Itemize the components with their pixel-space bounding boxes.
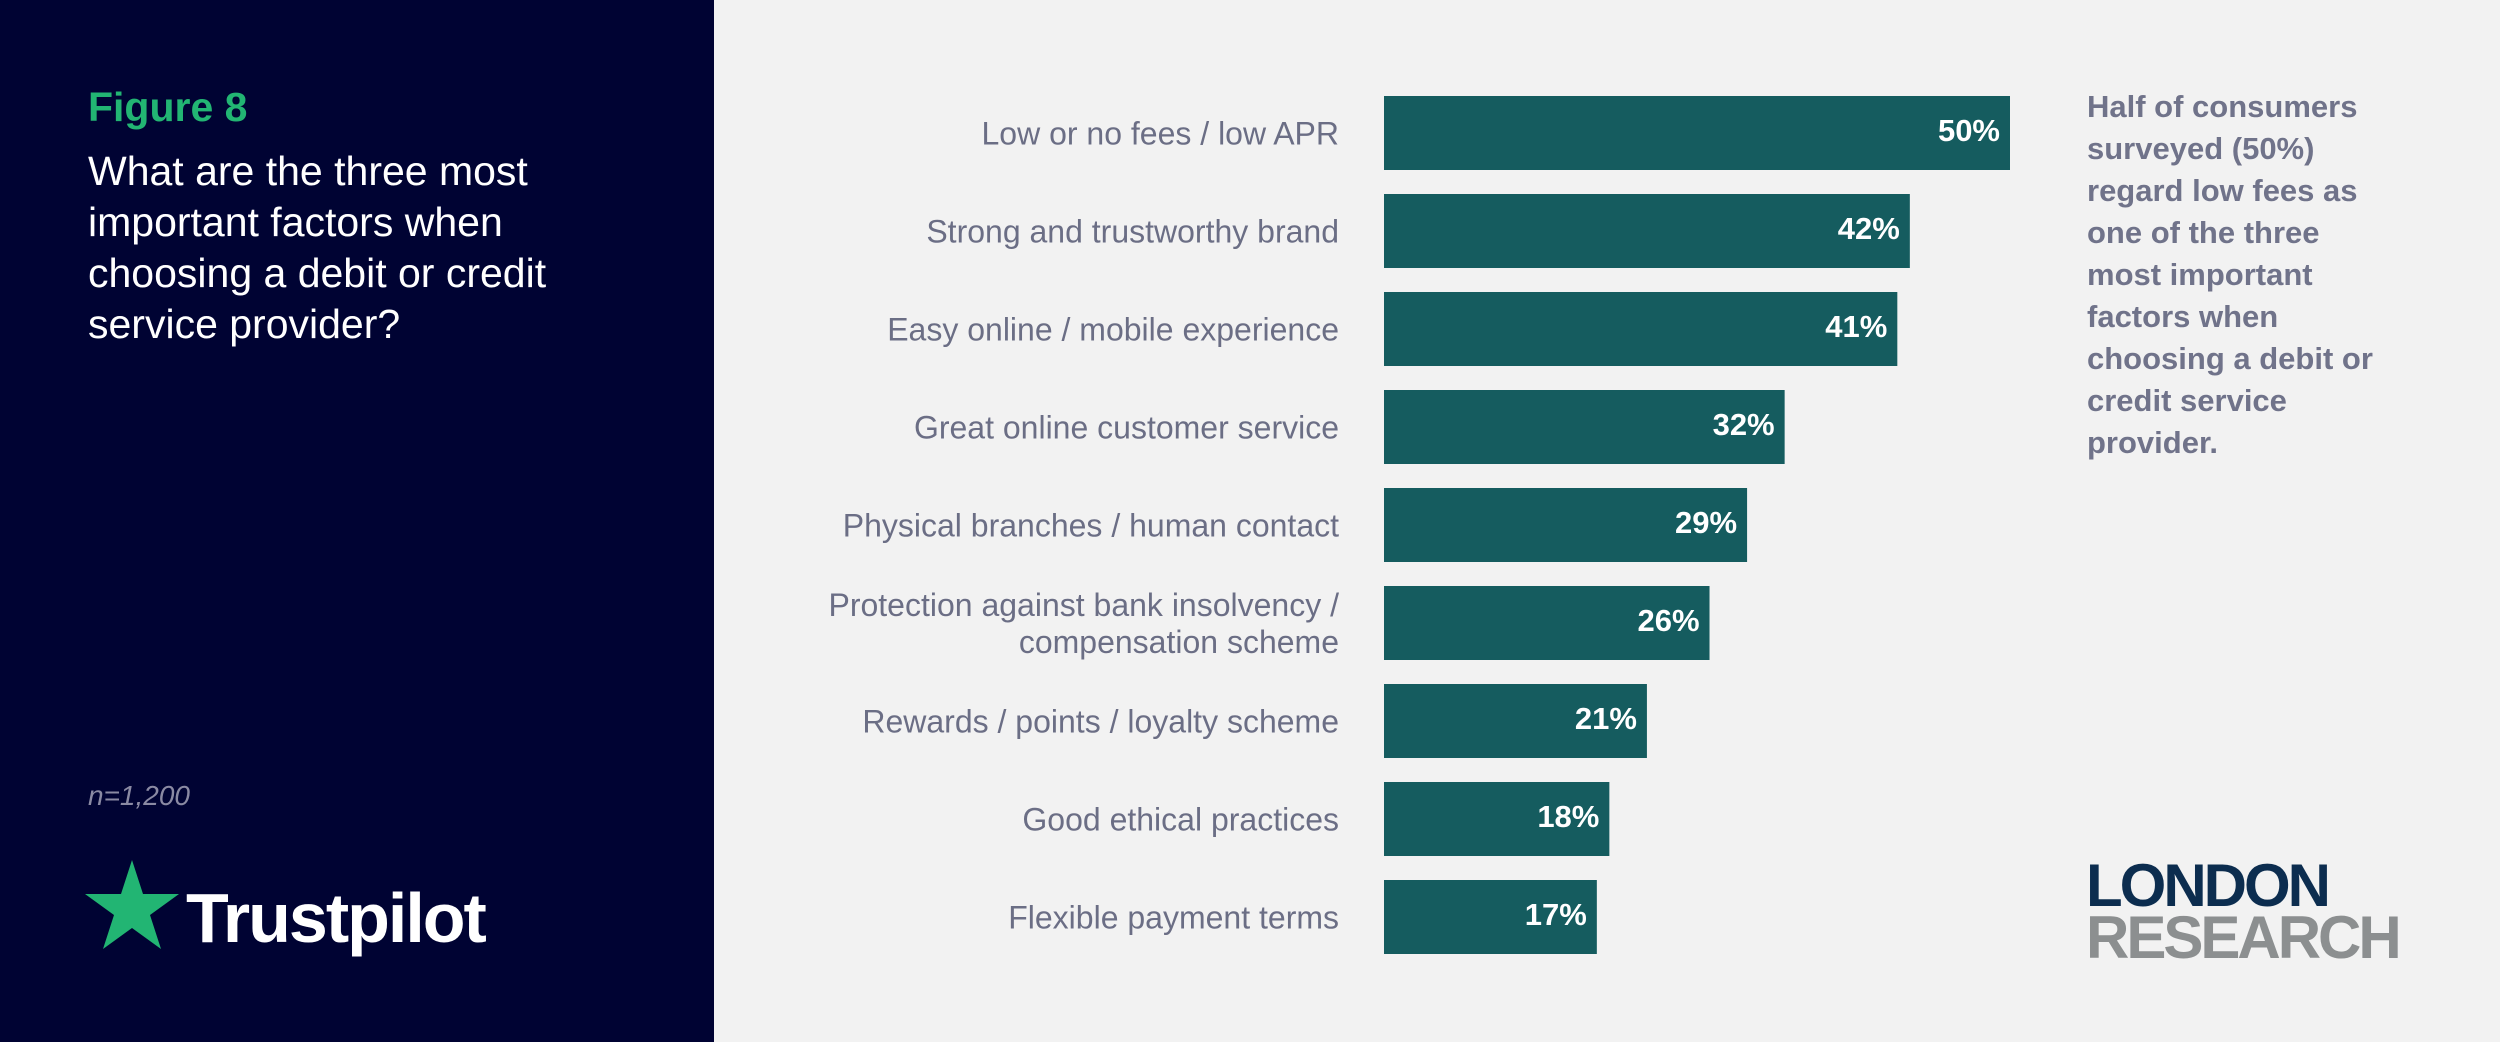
bar-value-label: 29% [1675, 505, 1737, 540]
figure-label: Figure 8 [88, 84, 248, 130]
bar-value-label: 21% [1575, 701, 1637, 736]
trustpilot-logo: Trustpilot [84, 858, 504, 958]
bar-2 [1384, 194, 1910, 268]
bar-value-label: 42% [1838, 211, 1900, 246]
figure-title: What are the three most important factor… [88, 148, 547, 347]
bar-5 [1384, 488, 1748, 562]
category-label: Rewards / points / loyalty scheme [862, 703, 1339, 739]
bar-value-label: 18% [1537, 799, 1599, 834]
bar-value-label: 26% [1637, 603, 1699, 638]
bar-value-label: 50% [1938, 113, 2000, 148]
star-icon [85, 860, 179, 949]
category-label: Strong and trustworthy brand [926, 213, 1339, 249]
category-label: Good ethical practices [1022, 801, 1339, 837]
london-research-logo: LONDON RESEARCH [2086, 852, 2426, 971]
bar-8 [1384, 782, 1610, 856]
bar-chart: 50% Low or no fees / low APR 42% Strong and… [828, 96, 2010, 954]
chart-annotation: Half of consumers surveyed (50%) regard … [2087, 89, 2373, 460]
logo-line-research: RESEARCH [2086, 904, 2402, 971]
category-label: Physical branches / human contact [843, 507, 1339, 543]
category-label: Flexible payment terms [1008, 899, 1339, 935]
left-panel: Figure 8 What are the three most importa… [0, 0, 714, 1042]
sample-size-note: n=1,200 [88, 780, 190, 811]
category-label: Protection against bank insolvency / [828, 587, 1339, 623]
bar-3 [1384, 292, 1898, 366]
bar-value-label: 32% [1713, 407, 1775, 442]
bar-7 [1384, 684, 1647, 758]
category-label: compensation scheme [1019, 624, 1339, 660]
bar-1 [1384, 96, 2010, 170]
category-label: Low or no fees / low APR [981, 115, 1339, 151]
bar-6 [1384, 586, 1710, 660]
bar-9 [1384, 880, 1597, 954]
bar-value-label: 17% [1525, 897, 1587, 932]
bar-4 [1384, 390, 1785, 464]
category-label: Great online customer service [914, 409, 1339, 445]
bar-value-label: 41% [1825, 309, 1887, 344]
logo-line-london: LONDON [2086, 852, 2331, 919]
brand-name: Trustpilot [186, 879, 487, 957]
category-label: Easy online / mobile experience [887, 311, 1339, 347]
chart-area: 50% Low or no fees / low APR 42% Strong and… [714, 0, 2500, 1042]
